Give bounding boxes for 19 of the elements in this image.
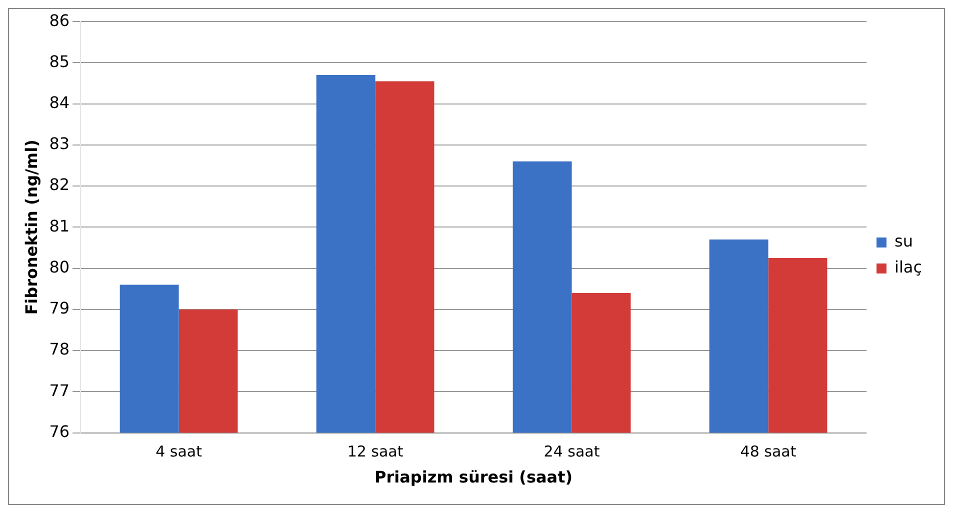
y-tick-label: 80 xyxy=(49,257,70,276)
x-tick-label: 24 saat xyxy=(544,442,600,461)
x-tick-label: 4 saat xyxy=(156,442,202,461)
y-tick-label: 85 xyxy=(49,52,70,71)
x-tick-label: 12 saat xyxy=(347,442,404,461)
y-tick-label: 76 xyxy=(49,422,70,441)
y-tick-label: 83 xyxy=(49,134,70,154)
y-tick-label: 77 xyxy=(49,380,70,400)
y-tick-label: 82 xyxy=(49,175,70,194)
y-tick-label: 81 xyxy=(49,216,70,236)
y-tick-label: 79 xyxy=(49,298,70,318)
legend-label: su xyxy=(894,232,913,251)
x-tick-label: 48 saat xyxy=(740,442,796,461)
y-tick-label: 86 xyxy=(49,10,70,30)
y-tick-label: 78 xyxy=(49,340,70,359)
y-axis-title: Fibronektin (ng/ml) xyxy=(22,140,41,315)
y-tick-label: 84 xyxy=(49,92,70,112)
x-axis-title: Priapizm süresi (saat) xyxy=(374,468,573,487)
legend-label: ilaç xyxy=(894,258,922,277)
